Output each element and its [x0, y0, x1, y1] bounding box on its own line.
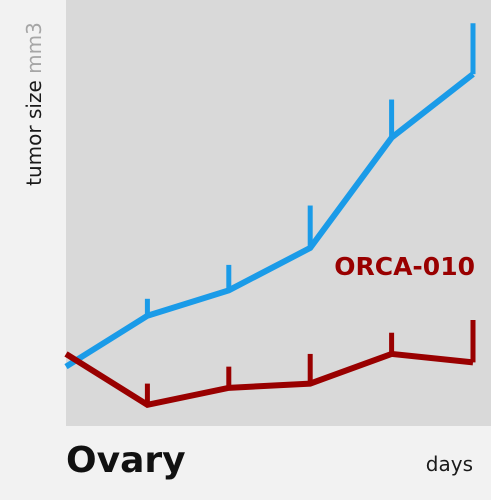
series-orca-010: ORCA-010 [64, 252, 476, 408]
x-axis-label: days [425, 452, 473, 476]
plot-area [66, 0, 491, 426]
y-axis-label: tumor size mm3 [22, 22, 46, 186]
series-line-control [64, 71, 475, 370]
y-axis-label-text: tumor size [22, 80, 46, 186]
y-axis-unit: mm3 [22, 22, 46, 74]
series-layer: ControlORCA-010 [64, 23, 476, 408]
chart-title: Ovary [66, 440, 186, 481]
series-label-orca-010: ORCA-010 [334, 252, 475, 281]
series-line-orca-010 [64, 350, 474, 408]
series-control: Control [64, 23, 476, 370]
